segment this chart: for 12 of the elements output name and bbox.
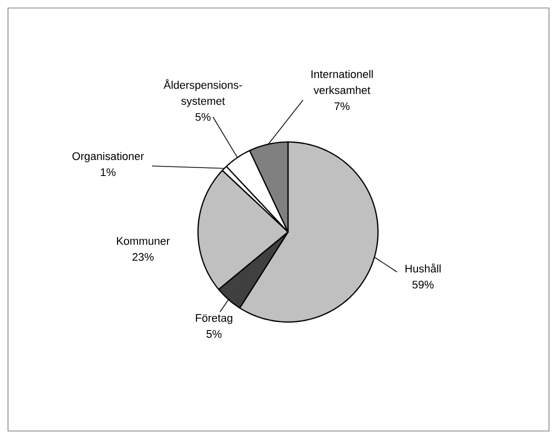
slice-label: Organisationer	[72, 152, 144, 162]
data-label: 5%	[195, 113, 211, 121]
slice-label: Företag	[196, 314, 232, 324]
slice-label: Ålderspensions-systemet	[164, 79, 242, 108]
data-label: 23%	[132, 253, 154, 261]
slice-label: Internationell verksamhet	[312, 70, 373, 94]
data-label: 59%	[412, 280, 434, 288]
slice-label: Kommuner	[117, 237, 170, 245]
slice-label: Hushåll	[406, 264, 441, 272]
data-label: 1%	[100, 168, 116, 176]
data-label: 7%	[334, 102, 350, 110]
data-label: 5%	[206, 330, 222, 338]
